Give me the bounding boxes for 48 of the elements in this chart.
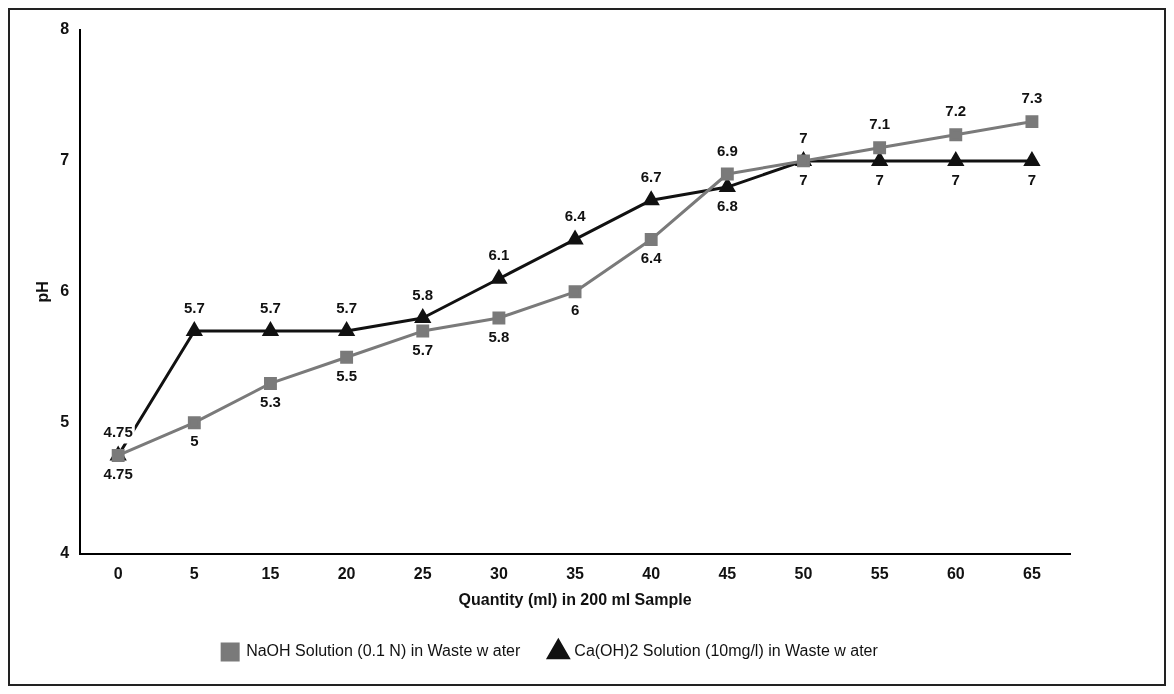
- x-tick-label: 25: [413, 564, 432, 582]
- data-label: 5.8: [488, 327, 510, 345]
- data-label: 5.7: [336, 298, 358, 316]
- data-label: 6.7: [640, 167, 662, 185]
- data-label: 5.3: [260, 393, 281, 411]
- y-tick-label: 8: [60, 20, 70, 38]
- data-label: 5.7: [183, 298, 205, 316]
- x-tick-label: 45: [718, 564, 737, 582]
- data-label: 5.7: [412, 340, 434, 358]
- legend-label: NaOH Solution (0.1 N) in Waste w ater: [246, 642, 521, 660]
- x-tick-label: 55: [870, 564, 889, 582]
- y-tick-label: 5: [60, 413, 70, 431]
- data-label: 4.75: [103, 423, 133, 441]
- x-tick-label: 20: [337, 564, 356, 582]
- data-label: 6.9: [716, 141, 738, 159]
- data-label: 7.3: [1021, 89, 1043, 107]
- x-tick-label: 60: [946, 564, 965, 582]
- data-label: 7: [1027, 170, 1037, 188]
- data-label: 7.1: [869, 115, 891, 133]
- data-label: 7: [799, 170, 808, 188]
- data-label: 6.1: [488, 246, 510, 264]
- legend-label: Ca(OH)2 Solution (10mg/l) in Waste w ater: [574, 642, 879, 660]
- x-tick-label: 50: [794, 564, 813, 582]
- data-label: 6.4: [564, 207, 587, 225]
- data-label: 4.75: [103, 465, 133, 483]
- x-tick-label: 30: [490, 564, 508, 582]
- x-tick-label: 65: [1023, 564, 1041, 582]
- data-label: 5.8: [412, 285, 434, 303]
- x-tick-label: 0: [113, 564, 123, 582]
- data-label: 6.8: [716, 196, 738, 214]
- x-axis-title: Quantity (ml) in 200 ml Sample: [458, 590, 692, 608]
- data-label: 7: [875, 170, 884, 188]
- x-tick-label: 15: [261, 564, 280, 582]
- data-label: 7: [799, 128, 808, 146]
- data-label: 6.4: [640, 249, 663, 267]
- y-tick-label: 4: [60, 544, 70, 562]
- data-label: 7.2: [945, 102, 967, 120]
- x-tick-label: 40: [642, 564, 661, 582]
- data-label: 5.7: [260, 298, 281, 316]
- y-axis-title: pH: [34, 281, 52, 303]
- data-label: 5.5: [336, 366, 358, 384]
- x-tick-label: 5: [189, 564, 199, 582]
- data-label: 5: [190, 432, 199, 450]
- x-tick-label: 35: [566, 564, 585, 582]
- data-label: 7: [951, 170, 960, 188]
- y-tick-label: 7: [60, 151, 70, 169]
- data-label: 6: [570, 301, 580, 319]
- y-tick-label: 6: [60, 282, 70, 300]
